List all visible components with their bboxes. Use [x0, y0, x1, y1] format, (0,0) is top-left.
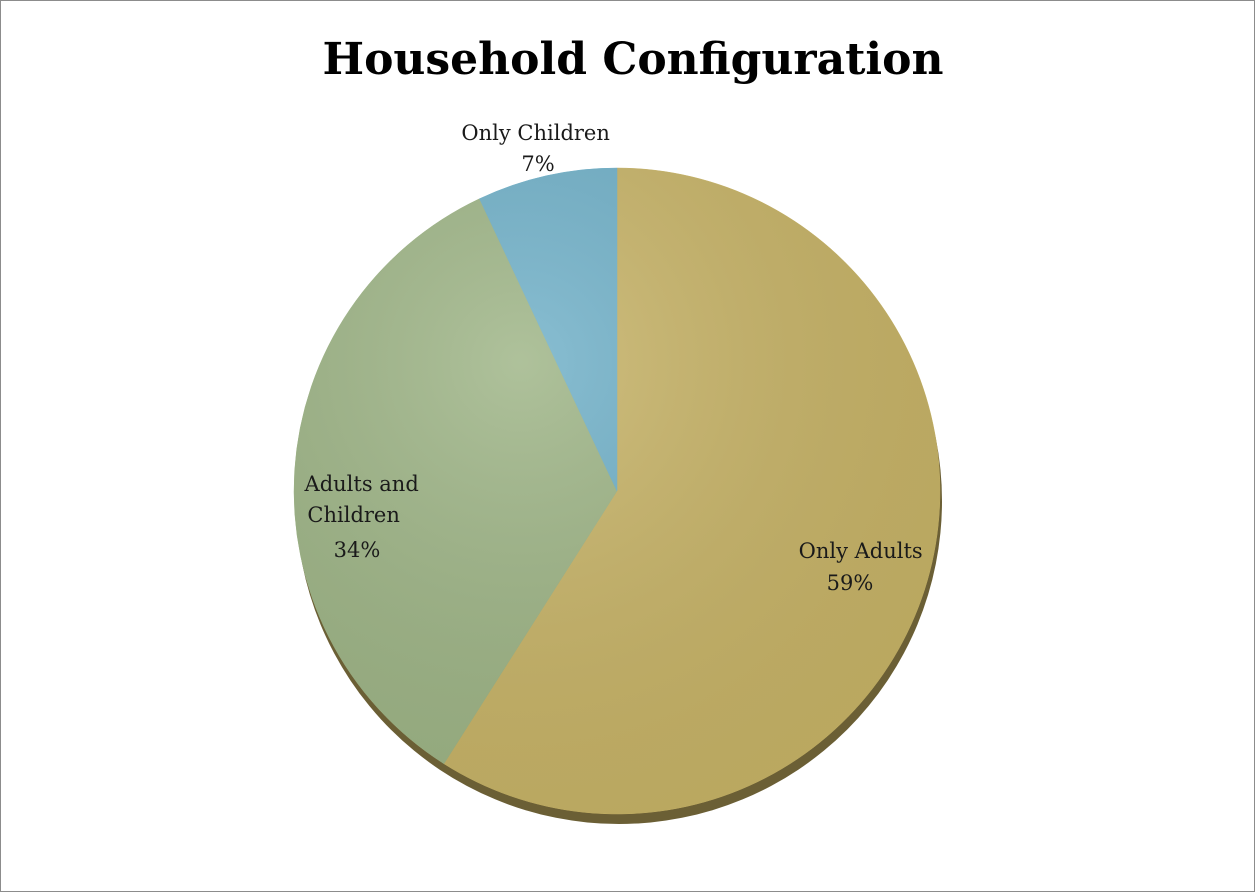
slice-label-only-adults-pct: 59%: [827, 571, 874, 595]
slice-label-adults-and-children: Adults and Children 34%: [304, 472, 426, 562]
slice-label-adults-and-children-pct: 34%: [334, 538, 381, 562]
slice-label-only-children-name: Only Children: [461, 121, 609, 145]
slice-label-adults-and-children-line2: Children: [307, 503, 399, 527]
chart-title: Household Configuration: [323, 34, 944, 85]
slice-label-adults-and-children-line1: Adults and: [304, 472, 419, 496]
slice-label-only-children: Only Children 7%: [461, 121, 616, 176]
slice-label-only-adults-name: Only Adults: [799, 539, 923, 563]
slice-label-only-adults: Only Adults 59%: [799, 539, 930, 595]
slice-label-only-children-pct: 7%: [521, 152, 554, 176]
